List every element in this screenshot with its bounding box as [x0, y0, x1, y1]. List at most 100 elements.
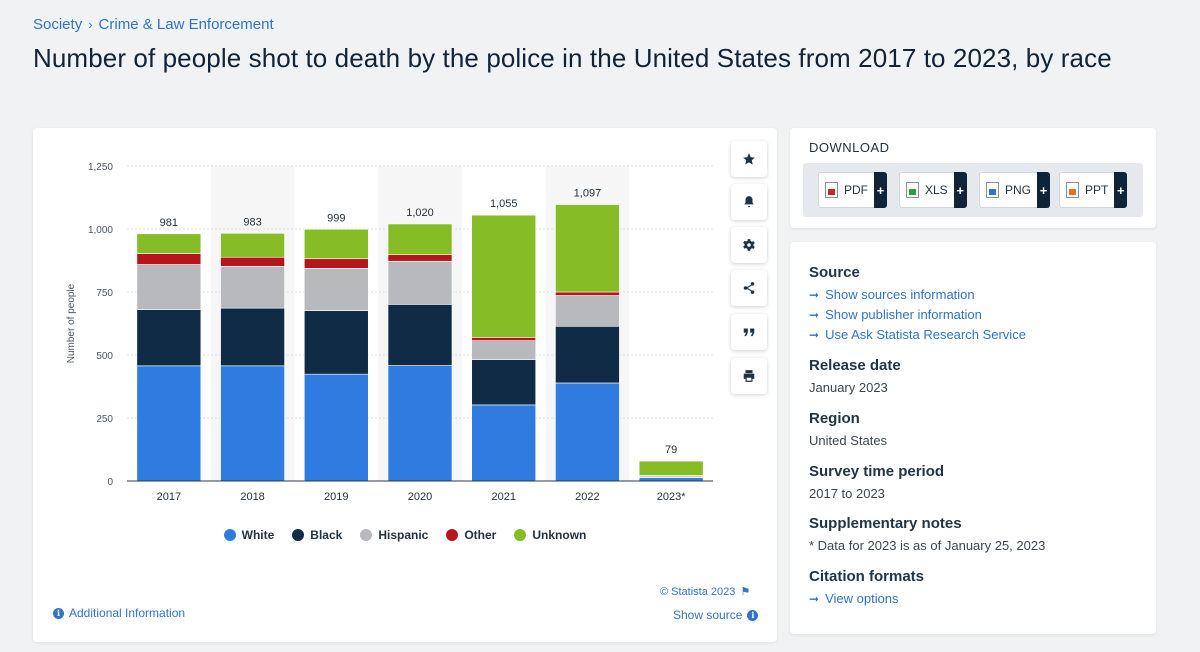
bar-segment-unknown: [387, 223, 453, 256]
bar-segment-black: [220, 307, 285, 367]
bar-total-label: 999: [327, 212, 345, 224]
bar-segment-other: [303, 258, 369, 269]
period-value: 2017 to 2023: [809, 486, 885, 501]
legend-item-white[interactable]: White: [223, 528, 275, 542]
bar-segment-white: [303, 373, 369, 482]
notification-button[interactable]: [731, 184, 767, 220]
legend-item-black[interactable]: Black: [292, 528, 342, 542]
bar-segment-hispanic: [136, 264, 202, 310]
download-xls-button[interactable]: XLS +: [899, 172, 967, 208]
ask-statista-text: Use Ask Statista Research Service: [825, 327, 1026, 342]
show-publisher-link[interactable]: ➞ Show publisher information: [809, 305, 1026, 325]
share-button[interactable]: [731, 270, 767, 306]
arrow-right-icon: ➞: [809, 592, 820, 606]
legend-label-hispanic: Hispanic: [378, 528, 429, 542]
bar-segment-hispanic: [303, 268, 369, 311]
show-source-text: Show source: [673, 608, 743, 622]
legend-dot-unknown: [514, 529, 527, 541]
show-sources-text: Show sources information: [825, 287, 975, 302]
download-pdf-main[interactable]: PDF: [818, 172, 874, 208]
ask-statista-link[interactable]: ➞ Use Ask Statista Research Service: [809, 325, 1026, 345]
bar-segment-unknown: [136, 233, 202, 254]
download-ppt-plus[interactable]: +: [1114, 172, 1128, 208]
download-xls-plus[interactable]: +: [953, 172, 967, 208]
source-heading: Source: [809, 264, 860, 281]
additional-information-link[interactable]: i Additional Information: [53, 606, 185, 620]
download-pdf-label: PDF: [844, 183, 868, 197]
download-ppt-label: PPT: [1085, 183, 1109, 197]
download-png-plus[interactable]: +: [1037, 172, 1051, 208]
y-tick-label: 750: [96, 288, 113, 299]
copyright-text: © Statista 2023: [660, 585, 736, 598]
y-tick-label: 1,250: [88, 162, 113, 173]
bar-total-label: 1,055: [490, 198, 518, 210]
bar-total-label: 79: [665, 444, 677, 456]
bar-segment-black: [471, 359, 537, 406]
bar-segment-black: [303, 310, 369, 375]
favorite-button[interactable]: [731, 141, 767, 177]
xls-file-icon: [906, 182, 919, 198]
breadcrumb-crime-link[interactable]: Crime & Law Enforcement: [98, 16, 274, 33]
arrow-right-icon: ➞: [809, 328, 820, 342]
bell-icon: [744, 196, 754, 208]
bar-segment-other: [136, 253, 202, 265]
download-ppt-button[interactable]: PPT +: [1059, 172, 1128, 208]
release-value: January 2023: [809, 380, 888, 395]
legend-item-unknown[interactable]: Unknown: [514, 528, 586, 542]
bar-segment-unknown: [303, 228, 369, 260]
legend-dot-white: [223, 529, 236, 541]
download-png-main[interactable]: PNG: [979, 172, 1038, 208]
pdf-file-icon: [825, 182, 838, 198]
citation-heading: Citation formats: [809, 568, 925, 585]
legend-label-white: White: [241, 528, 275, 542]
region-heading: Region: [809, 410, 860, 427]
breadcrumb-separator: ›: [88, 17, 93, 32]
print-button[interactable]: [731, 358, 767, 394]
show-sources-link[interactable]: ➞ Show sources information: [809, 285, 1026, 305]
bar-segment-black: [555, 325, 620, 384]
bar-segment-white: [387, 365, 453, 482]
citation-section: Citation formats ➞ View options: [809, 568, 924, 609]
download-pdf-button[interactable]: PDF +: [818, 172, 887, 208]
legend-item-other[interactable]: Other: [446, 528, 496, 542]
view-options-link[interactable]: ➞ View options: [809, 589, 924, 609]
download-title: DOWNLOAD: [809, 140, 890, 155]
breadcrumb: Society › Crime & Law Enforcement: [33, 16, 274, 33]
print-icon: [743, 370, 755, 382]
bar-total-label: 981: [160, 217, 178, 229]
y-tick-label: 1,000: [88, 225, 113, 236]
legend-label-unknown: Unknown: [532, 528, 587, 542]
y-tick-label: 0: [107, 477, 113, 488]
arrow-right-icon: ➞: [809, 308, 820, 322]
show-publisher-text: Show publisher information: [825, 307, 982, 322]
settings-button[interactable]: [731, 227, 767, 263]
bar-segment-hispanic: [471, 340, 537, 360]
legend-dot-black: [292, 529, 305, 541]
legend-item-hispanic[interactable]: Hispanic: [360, 528, 428, 542]
bar-segment-unknown: [555, 204, 620, 293]
breadcrumb-society-link[interactable]: Society: [33, 16, 83, 33]
ppt-file-icon: [1066, 182, 1079, 198]
copyright-link[interactable]: © Statista 2023 ⚑: [660, 585, 750, 599]
png-file-icon: [986, 182, 999, 198]
download-pdf-plus[interactable]: +: [874, 172, 887, 208]
download-card: DOWNLOAD PDF + XLS + PNG +: [790, 128, 1156, 228]
legend-dot-other: [446, 529, 459, 541]
download-ppt-main[interactable]: PPT: [1059, 172, 1115, 208]
y-tick-label: 500: [96, 351, 113, 362]
x-tick-label: 2023*: [657, 491, 686, 503]
download-png-button[interactable]: PNG +: [979, 172, 1051, 208]
bar-segment-unknown: [220, 232, 285, 258]
download-bar: PDF + XLS + PNG + PPT +: [803, 163, 1143, 217]
share-icon: [743, 282, 755, 294]
legend-label-black: Black: [310, 528, 343, 542]
period-heading: Survey time period: [809, 463, 945, 480]
download-xls-main[interactable]: XLS: [899, 172, 954, 208]
bar-total-label: 1,020: [406, 207, 434, 219]
stacked-bar-chart: 0 250 500 750 1,000 1,250 Number of people 981 2…: [66, 162, 713, 503]
show-source-link[interactable]: Show source i: [673, 608, 759, 622]
cite-button[interactable]: [731, 314, 767, 350]
bar-segment-white: [220, 365, 285, 482]
release-heading: Release date: [809, 357, 901, 374]
region-value: United States: [809, 433, 888, 448]
